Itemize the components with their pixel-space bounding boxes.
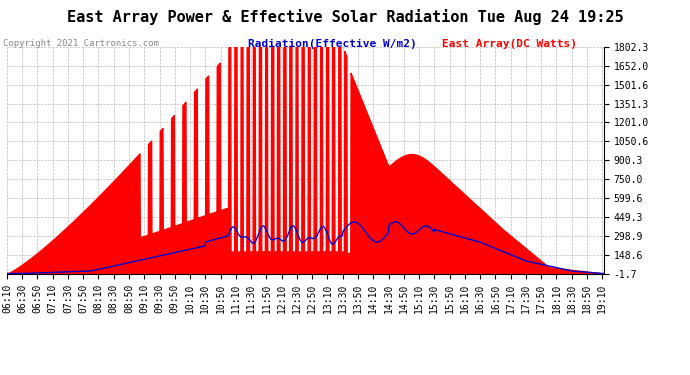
Text: East Array Power & Effective Solar Radiation Tue Aug 24 19:25: East Array Power & Effective Solar Radia… — [67, 9, 623, 26]
Text: Radiation(Effective W/m2): Radiation(Effective W/m2) — [248, 39, 417, 50]
Text: Copyright 2021 Cartronics.com: Copyright 2021 Cartronics.com — [3, 39, 159, 48]
Text: East Array(DC Watts): East Array(DC Watts) — [442, 39, 577, 50]
